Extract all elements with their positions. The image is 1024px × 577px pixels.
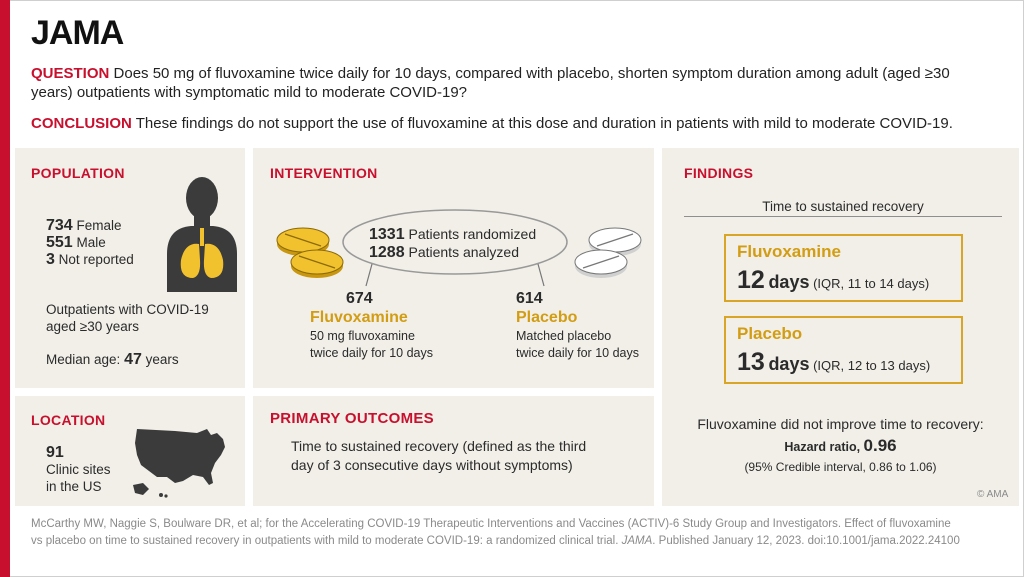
arm1-name: Fluvoxamine [310,309,408,326]
person-lungs-icon [167,177,237,292]
placebo-pills-icon [574,227,642,278]
arm1-line2: twice daily for 10 days [310,346,433,360]
placebo-iqr: (IQR, 12 to 13 days) [813,358,931,373]
outcomes-panel: PRIMARY OUTCOMES Time to sustained recov… [253,396,654,506]
fluvoxamine-result-label: Fluvoxamine [737,242,841,261]
arm2-count: 614 [516,290,543,307]
notreported-label: Not reported [58,252,134,267]
hazard-ratio-label: Hazard ratio, [784,440,861,454]
arm2-description: Matched placebo twice daily for 10 days [516,328,654,362]
credible-interval: (95% Credible interval, 0.86 to 1.06) [744,460,937,474]
placebo-result-label: Placebo [737,324,803,343]
conclusion-label: CONCLUSION [31,115,132,132]
findings-panel: FINDINGS Time to sustained recovery Fluv… [662,148,1019,506]
question-text: Does 50 mg of fluvoxamine twice daily fo… [31,65,950,101]
placebo-result-box: Placebo 13 days (IQR, 12 to 13 days) [724,316,963,384]
fluvoxamine-result-line: 12 days (IQR, 11 to 14 days) [737,266,929,295]
population-desc-line2: aged ≥30 years [46,319,139,334]
outcomes-line1: Time to sustained recovery (defined as t… [291,438,587,454]
location-count: 91 [46,444,64,461]
randomized-line: 1331 Patients randomized [369,226,559,243]
citation-line2-end: . Published January 12, 2023. doi:10.100… [652,535,960,547]
arm1-count: 674 [346,290,373,307]
fluvoxamine-pills-icon [276,227,344,278]
arm2-line1: Matched placebo [516,329,612,343]
arm2-line2: twice daily for 10 days [516,346,639,360]
fluvoxamine-days: 12 [737,266,765,294]
intervention-panel: INTERVENTION 1331 Patients randomized 12… [253,148,654,388]
citation: McCarthy MW, Naggie S, Boulware DR, et a… [31,516,1006,550]
population-title: POPULATION [31,165,125,181]
population-counts: 734 Female 551 Male 3 Not reported [46,217,166,268]
outcomes-description: Time to sustained recovery (defined as t… [291,437,651,475]
outcomes-line2: day of 3 consecutive days without sympto… [291,457,573,473]
conclusion-text: These findings do not support the use of… [135,115,953,132]
hazard-ratio-value: 0.96 [863,436,897,455]
location-title: LOCATION [31,412,106,428]
median-age-label: Median age: [46,352,121,367]
citation-line2-text: vs placebo on time to sustained recovery… [31,535,619,547]
arm1-line1: 50 mg fluvoxamine [310,329,415,343]
fluvoxamine-result-box: Fluvoxamine 12 days (IQR, 11 to 14 days) [724,234,963,302]
location-panel: LOCATION 91 Clinic sites in the US [15,396,245,506]
median-age-value: 47 [124,351,142,368]
journal-logo: JAMA [31,14,124,52]
location-line2: in the US [46,479,102,494]
median-age: Median age: 47 years [46,351,236,368]
location-text: 91 Clinic sites in the US [46,444,146,495]
outcomes-title: PRIMARY OUTCOMES [270,410,434,427]
us-map-icon [133,429,225,498]
randomization-diagram [342,209,568,287]
fluvoxamine-iqr: (IQR, 11 to 14 days) [813,276,930,291]
citation-line2: vs placebo on time to sustained recovery… [31,533,1006,550]
female-count: 734 [46,217,73,234]
question-label: QUESTION [31,65,110,82]
randomized-label: Patients randomized [408,226,537,242]
population-description: Outpatients with COVID-19 aged ≥30 years [46,301,236,335]
placebo-result-line: 13 days (IQR, 12 to 13 days) [737,348,930,377]
placebo-days: 13 [737,348,765,376]
arm2-name: Placebo [516,309,578,326]
median-age-unit: years [145,352,179,367]
question-block: QUESTION Does 50 mg of fluvoxamine twice… [31,64,991,102]
conclusion-block: CONCLUSION These findings do not support… [31,114,1001,133]
arm1-description: 50 mg fluvoxamine twice daily for 10 day… [310,328,490,362]
male-label: Male [76,235,106,250]
findings-summary: Fluvoxamine did not improve time to reco… [697,416,984,432]
male-count: 551 [46,234,73,251]
placebo-days-unit: days [768,354,810,374]
population-desc-line1: Outpatients with COVID-19 [46,302,209,317]
accent-bar [0,0,10,577]
analyzed-line: 1288 Patients analyzed [369,244,559,261]
population-panel: POPULATION 734 Female 551 Male 3 Not rep… [15,148,245,388]
findings-divider [684,216,1002,217]
hazard-ratio-line: Hazard ratio, 0.96 [662,437,1019,456]
citation-line1: McCarthy MW, Naggie S, Boulware DR, et a… [31,518,951,530]
fluvoxamine-days-unit: days [768,272,810,292]
findings-subtitle: Time to sustained recovery [762,199,924,214]
analyzed-label: Patients analyzed [408,244,520,260]
analyzed-count: 1288 [369,244,405,261]
copyright-notice: © AMA [977,489,1009,500]
notreported-count: 3 [46,251,55,268]
findings-title: FINDINGS [684,165,754,181]
randomized-count: 1331 [369,226,405,243]
intervention-title: INTERVENTION [270,165,378,181]
citation-journal: JAMA [621,535,653,547]
location-line1: Clinic sites [46,462,111,477]
female-label: Female [76,218,122,233]
